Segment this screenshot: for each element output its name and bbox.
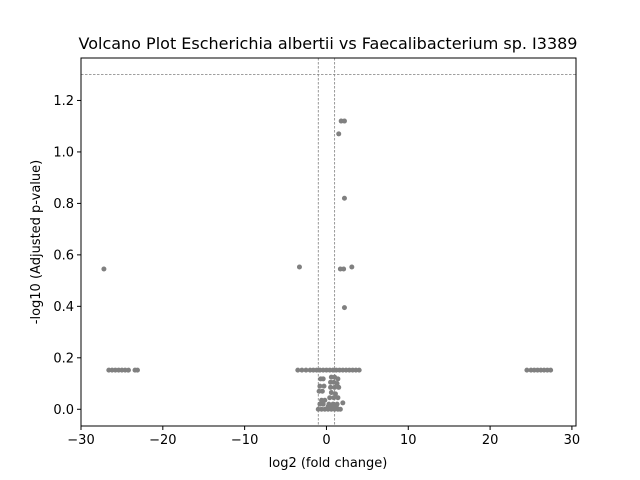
- x-axis-label: log2 (fold change): [269, 456, 388, 471]
- data-point: [524, 367, 530, 373]
- data-point: [331, 395, 337, 401]
- data-point: [356, 367, 362, 373]
- data-point: [319, 388, 325, 394]
- data-point: [322, 397, 328, 403]
- data-point: [328, 384, 334, 390]
- x-tick-label: 30: [564, 433, 581, 448]
- data-point: [335, 376, 341, 382]
- y-tick-label: 0.2: [53, 351, 74, 366]
- data-point: [295, 367, 301, 373]
- y-axis-label: -log10 (Adjusted p-value): [29, 160, 44, 324]
- data-point: [332, 384, 338, 390]
- data-point: [333, 404, 339, 410]
- data-point: [317, 383, 323, 389]
- data-point: [334, 381, 340, 387]
- data-point: [349, 264, 355, 270]
- data-point: [327, 395, 333, 401]
- data-point: [548, 367, 554, 373]
- data-point: [337, 406, 343, 412]
- data-point: [299, 367, 305, 373]
- data-point: [321, 383, 327, 389]
- data-point: [335, 395, 341, 401]
- x-tick-label: −20: [149, 433, 176, 448]
- chart-title: Volcano Plot Escherichia albertii vs Fae…: [79, 34, 578, 53]
- data-point: [341, 195, 347, 201]
- data-point: [125, 367, 131, 373]
- data-point: [303, 367, 309, 373]
- data-point: [329, 404, 335, 410]
- y-tick-label: 1.0: [53, 145, 74, 160]
- data-point: [320, 376, 326, 382]
- data-point: [341, 266, 347, 272]
- data-point: [101, 266, 107, 272]
- data-point: [328, 390, 334, 396]
- data-point: [320, 401, 326, 407]
- data-point: [341, 118, 347, 124]
- x-tick-label: 0: [322, 433, 330, 448]
- data-point: [332, 391, 338, 397]
- y-tick-label: 0.8: [53, 197, 74, 212]
- data-point: [340, 400, 346, 406]
- data-point: [325, 404, 331, 410]
- data-point: [296, 264, 302, 270]
- x-tick-label: 10: [400, 433, 417, 448]
- y-tick-label: 1.2: [53, 94, 74, 109]
- data-point: [341, 305, 347, 311]
- x-tick-label: −30: [67, 433, 94, 448]
- data-point: [336, 131, 342, 137]
- y-tick-label: 0.4: [53, 300, 74, 315]
- data-point: [134, 367, 140, 373]
- x-tick-label: −10: [231, 433, 258, 448]
- x-tick-label: 20: [482, 433, 499, 448]
- data-point: [336, 384, 342, 390]
- plot-frame: [80, 57, 577, 427]
- y-tick-label: 0.6: [53, 248, 74, 263]
- plot-area: −30 −20 −10 0 10 20 30 0.0 0.2 0.4 0.6 0.8 1.0 1.2: [53, 57, 581, 448]
- y-tick-label: 0.0: [53, 403, 74, 418]
